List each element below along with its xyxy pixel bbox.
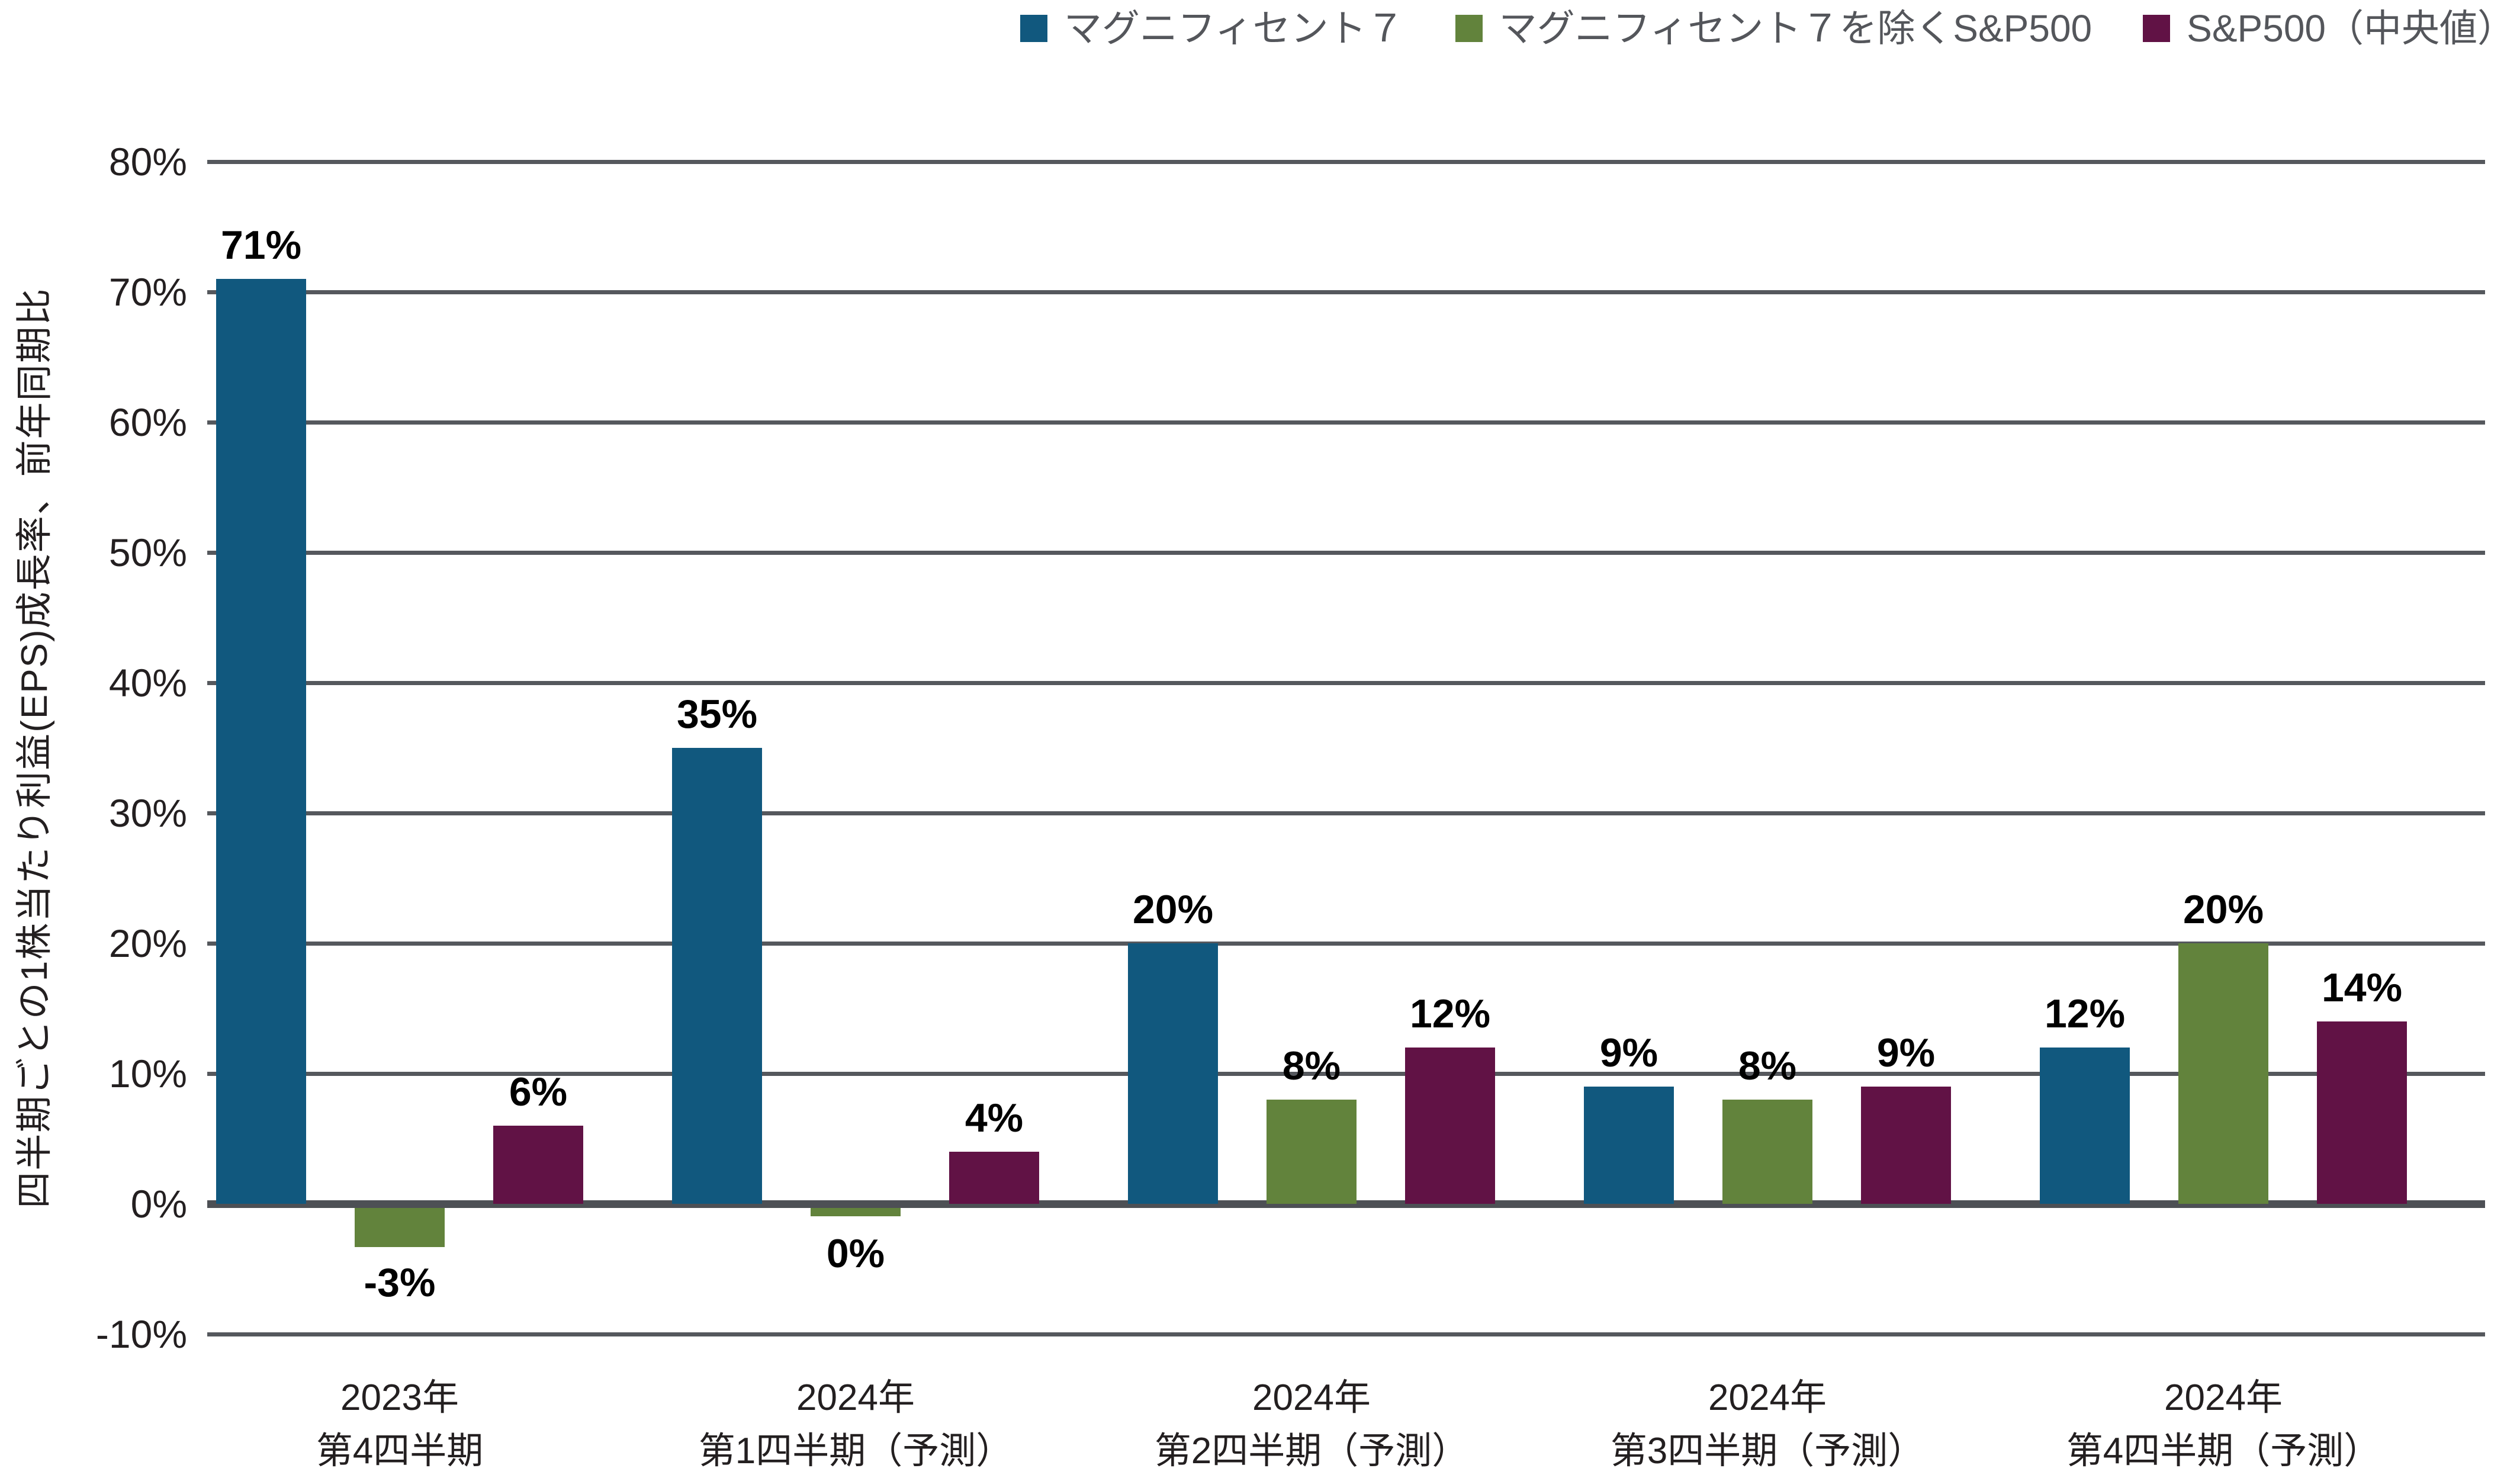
legend-item-sp500-median: S&P500（中央値） [2143, 9, 2515, 47]
bar-s3-g2 [949, 1152, 1039, 1204]
bar-value-label: 71% [220, 223, 302, 268]
y-tick-label: 20% [108, 921, 187, 965]
bar-value-label: 20% [2182, 887, 2264, 932]
bar-s2-g4 [1722, 1100, 1812, 1204]
x-axis-label-group2: 2024年第1四半期（予測） [589, 1371, 1122, 1478]
legend-swatch-sp500-median-icon [2143, 15, 2171, 42]
y-tick-label: 40% [108, 661, 187, 705]
y-tick-label: 50% [108, 531, 187, 574]
gridline-70% [207, 290, 2485, 294]
bar-value-label: -3% [364, 1260, 436, 1305]
bar-value-label: 4% [965, 1095, 1024, 1140]
y-axis-title: 四半期ごとの1株当たり利益(EPS)成長率、前年同期比 [14, 287, 55, 1209]
x-axis-label-line: 第2四半期（予測） [1154, 1430, 1469, 1471]
x-axis-label-line: 2024年 [2164, 1377, 2283, 1418]
legend-label-mag7: マグニフィセント７ [1063, 7, 1404, 50]
y-tick-label: 0% [130, 1182, 187, 1226]
x-axis-label-line: 2024年 [796, 1377, 915, 1418]
bar-value-label: 12% [1409, 991, 1491, 1036]
x-axis-label-line: 2024年 [1708, 1377, 1827, 1418]
bar-value-label: 12% [2044, 991, 2126, 1036]
legend-item-mag7: マグニフィセント７ [1020, 9, 1404, 47]
chart-legend: マグニフィセント７ マグニフィセント７を除くS&P500 S&P500（中央値） [0, 9, 2515, 47]
bar-value-label: 14% [2321, 965, 2403, 1010]
gridline-40% [207, 681, 2485, 685]
bar-s2-g1 [355, 1208, 445, 1247]
bar-value-label: 8% [1282, 1043, 1341, 1088]
bar-s3-g5 [2317, 1021, 2407, 1204]
x-axis-label-line: 第4四半期（予測） [2066, 1430, 2381, 1471]
bar-value-label: 0% [826, 1231, 885, 1276]
legend-swatch-sp500-ex-mag7-icon [1455, 15, 1483, 42]
x-axis-label-line: 2024年 [1252, 1377, 1371, 1418]
bar-s1-g4 [1584, 1087, 1674, 1204]
bar-s1-g2 [672, 748, 762, 1204]
bar-s3-g3 [1405, 1048, 1495, 1204]
gridline--10% [207, 1332, 2485, 1336]
gridline-10% [207, 1072, 2485, 1076]
y-tick-label: 10% [108, 1052, 187, 1095]
bar-s1-g5 [2040, 1048, 2130, 1204]
y-tick-label: 70% [108, 270, 187, 314]
bar-s2-g2 [811, 1208, 901, 1216]
y-tick-label: 80% [108, 140, 187, 184]
bar-value-label: 9% [1599, 1030, 1658, 1075]
gridline-80% [207, 160, 2485, 164]
legend-label-sp500-median: S&P500（中央値） [2187, 7, 2515, 50]
plot-area: 80% 70% 60% 50% 40% 30% 20% 10% 0% -10% 71% 35% 20% 9… [96, 140, 2485, 1356]
x-axis-label-group4: 2024年第3四半期（予測） [1501, 1371, 2034, 1478]
bar-value-label: 8% [1738, 1043, 1797, 1088]
legend-item-sp500-ex-mag7: マグニフィセント７を除くS&P500 [1455, 9, 2092, 47]
gridline-50% [207, 551, 2485, 555]
bar-value-label: 9% [1876, 1030, 1936, 1075]
y-tick-label: -10% [95, 1312, 187, 1356]
y-tick-label: 30% [108, 791, 187, 835]
gridline-20% [207, 942, 2485, 946]
bar-value-label: 6% [509, 1069, 568, 1114]
bar-s2-g5 [2178, 943, 2268, 1204]
gridline-30% [207, 811, 2485, 815]
bar-s2-g3 [1267, 1100, 1357, 1204]
bar-value-label: 20% [1132, 887, 1214, 932]
x-axis-label-group3: 2024年第2四半期（予測） [1045, 1371, 1578, 1478]
bar-s3-g4 [1861, 1087, 1951, 1204]
legend-label-sp500-ex-mag7: マグニフィセント７を除くS&P500 [1499, 7, 2092, 50]
x-axis-label-group5: 2024年第4四半期（予測） [1957, 1371, 2490, 1478]
gridline-60% [207, 420, 2485, 425]
legend-swatch-mag7-icon [1020, 15, 1047, 42]
bar-s1-g3 [1128, 943, 1218, 1204]
x-axis-label-group1: 2023年第4四半期 [133, 1371, 666, 1478]
bar-value-label: 35% [676, 692, 758, 737]
x-axis-label-line: 第4四半期 [316, 1430, 484, 1471]
x-axis-label-line: 第1四半期（予測） [698, 1430, 1013, 1471]
x-axis-label-line: 2023年 [340, 1377, 459, 1418]
bar-s1-g1 [216, 279, 306, 1204]
bar-s3-g1 [493, 1126, 583, 1204]
y-tick-label: 60% [108, 400, 187, 444]
x-axis-label-line: 第3四半期（予測） [1610, 1430, 1925, 1471]
